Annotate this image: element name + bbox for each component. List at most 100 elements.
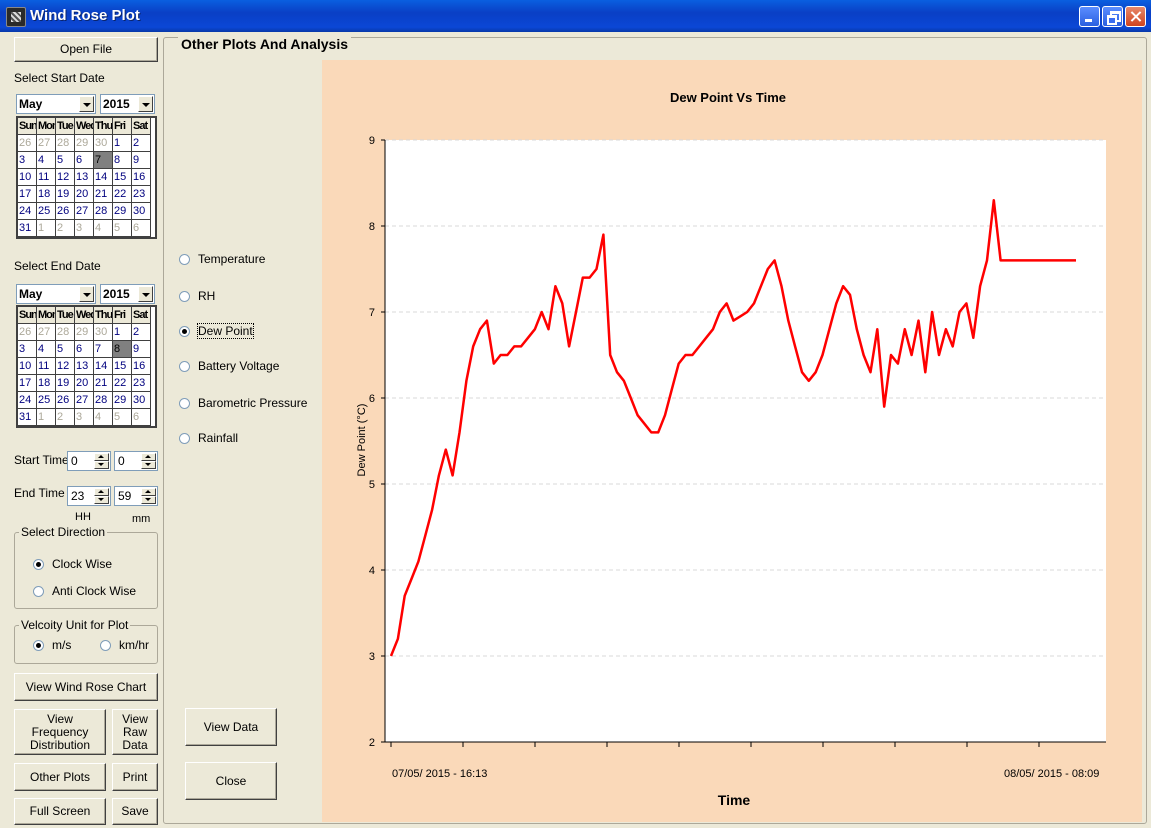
calendar-day[interactable]: 4: [37, 341, 56, 358]
anticlockwise-radio[interactable]: Anti Clock Wise: [33, 584, 136, 598]
calendar-day[interactable]: 2: [132, 135, 151, 152]
start-hour-spinner[interactable]: 0: [67, 451, 111, 471]
plot-option-barometric-pressure[interactable]: Barometric Pressure: [179, 396, 307, 410]
unit-kmhr-radio[interactable]: km/hr: [100, 638, 149, 652]
calendar-day[interactable]: 20: [75, 375, 94, 392]
start-calendar-grid[interactable]: SunMonTueWedThuFriSat2627282930123456789…: [16, 116, 157, 239]
calendar-day[interactable]: 13: [75, 358, 94, 375]
restore-button[interactable]: [1102, 6, 1123, 27]
view-raw-data-button[interactable]: View Raw Data: [112, 709, 158, 755]
calendar-day[interactable]: 28: [94, 203, 113, 220]
calendar-day[interactable]: 14: [94, 358, 113, 375]
calendar-day[interactable]: 27: [75, 392, 94, 409]
start-year-select[interactable]: 2015: [100, 94, 155, 114]
calendar-day[interactable]: 7: [94, 341, 113, 358]
start-minute-spinner[interactable]: 0: [114, 451, 158, 471]
save-button[interactable]: Save: [112, 798, 158, 825]
view-frequency-button[interactable]: View Frequency Distribution: [14, 709, 106, 755]
other-plots-button[interactable]: Other Plots: [14, 763, 106, 791]
calendar-day[interactable]: 26: [56, 203, 75, 220]
calendar-day[interactable]: 30: [94, 135, 113, 152]
calendar-day[interactable]: 30: [132, 203, 151, 220]
spin-down-icon[interactable]: [141, 461, 156, 469]
calendar-day[interactable]: 19: [56, 186, 75, 203]
calendar-day[interactable]: 11: [37, 358, 56, 375]
calendar-day[interactable]: 3: [75, 409, 94, 426]
end-minute-spinner[interactable]: 59: [114, 486, 158, 506]
calendar-day[interactable]: 12: [56, 169, 75, 186]
end-calendar-grid[interactable]: SunMonTueWedThuFriSat2627282930123456789…: [16, 305, 157, 428]
calendar-day[interactable]: 9: [132, 341, 151, 358]
calendar-day[interactable]: 27: [37, 324, 56, 341]
spin-up-icon[interactable]: [141, 453, 156, 461]
calendar-day[interactable]: 26: [56, 392, 75, 409]
calendar-day[interactable]: 22: [113, 186, 132, 203]
calendar-day[interactable]: 20: [75, 186, 94, 203]
calendar-day[interactable]: 1: [113, 324, 132, 341]
end-hour-spinner[interactable]: 23: [67, 486, 111, 506]
calendar-day[interactable]: 4: [94, 220, 113, 237]
start-month-select[interactable]: May: [16, 94, 96, 114]
calendar-day[interactable]: 24: [18, 392, 37, 409]
plot-option-rh[interactable]: RH: [179, 289, 215, 303]
calendar-day[interactable]: 12: [56, 358, 75, 375]
calendar-day[interactable]: 5: [56, 152, 75, 169]
calendar-day[interactable]: 16: [132, 358, 151, 375]
calendar-day[interactable]: 29: [75, 324, 94, 341]
calendar-day[interactable]: 1: [37, 409, 56, 426]
plot-option-temperature[interactable]: Temperature: [179, 252, 265, 266]
plot-option-rainfall[interactable]: Rainfall: [179, 431, 238, 445]
calendar-day[interactable]: 3: [18, 341, 37, 358]
calendar-day[interactable]: 31: [18, 220, 37, 237]
calendar-day[interactable]: 2: [132, 324, 151, 341]
calendar-day[interactable]: 27: [37, 135, 56, 152]
calendar-day[interactable]: 21: [94, 375, 113, 392]
calendar-day[interactable]: 5: [56, 341, 75, 358]
open-file-button[interactable]: Open File: [14, 37, 158, 62]
calendar-day[interactable]: 17: [18, 375, 37, 392]
calendar-day[interactable]: 1: [37, 220, 56, 237]
calendar-day[interactable]: 29: [75, 135, 94, 152]
spin-up-icon[interactable]: [141, 488, 156, 496]
plot-option-dew-point[interactable]: Dew Point: [179, 323, 254, 339]
view-data-button[interactable]: View Data: [185, 708, 277, 746]
calendar-day[interactable]: 27: [75, 203, 94, 220]
calendar-day[interactable]: 26: [18, 135, 37, 152]
calendar-day[interactable]: 4: [37, 152, 56, 169]
calendar-day[interactable]: 9: [132, 152, 151, 169]
plot-option-battery-voltage[interactable]: Battery Voltage: [179, 359, 279, 373]
end-month-select[interactable]: May: [16, 284, 96, 304]
calendar-day[interactable]: 28: [94, 392, 113, 409]
spin-down-icon[interactable]: [94, 461, 109, 469]
calendar-day[interactable]: 13: [75, 169, 94, 186]
calendar-day[interactable]: 10: [18, 358, 37, 375]
calendar-day[interactable]: 29: [113, 392, 132, 409]
unit-ms-radio[interactable]: m/s: [33, 638, 71, 652]
spin-down-icon[interactable]: [94, 496, 109, 504]
calendar-day[interactable]: 6: [132, 409, 151, 426]
calendar-day[interactable]: 21: [94, 186, 113, 203]
calendar-day[interactable]: 31: [18, 409, 37, 426]
calendar-day[interactable]: 11: [37, 169, 56, 186]
calendar-day[interactable]: 6: [75, 341, 94, 358]
calendar-day[interactable]: 8: [113, 341, 132, 358]
calendar-day[interactable]: 18: [37, 186, 56, 203]
minimize-button[interactable]: [1079, 6, 1100, 27]
calendar-day[interactable]: 19: [56, 375, 75, 392]
calendar-day[interactable]: 23: [132, 375, 151, 392]
calendar-day[interactable]: 28: [56, 324, 75, 341]
calendar-day[interactable]: 14: [94, 169, 113, 186]
calendar-day[interactable]: 28: [56, 135, 75, 152]
calendar-day[interactable]: 25: [37, 392, 56, 409]
calendar-day[interactable]: 6: [75, 152, 94, 169]
calendar-day[interactable]: 8: [113, 152, 132, 169]
close-button[interactable]: Close: [185, 762, 277, 800]
end-year-select[interactable]: 2015: [100, 284, 155, 304]
calendar-day[interactable]: 16: [132, 169, 151, 186]
full-screen-button[interactable]: Full Screen: [14, 798, 106, 825]
calendar-day[interactable]: 15: [113, 169, 132, 186]
calendar-day[interactable]: 1: [113, 135, 132, 152]
calendar-day[interactable]: 2: [56, 220, 75, 237]
calendar-day[interactable]: 5: [113, 409, 132, 426]
calendar-day[interactable]: 24: [18, 203, 37, 220]
